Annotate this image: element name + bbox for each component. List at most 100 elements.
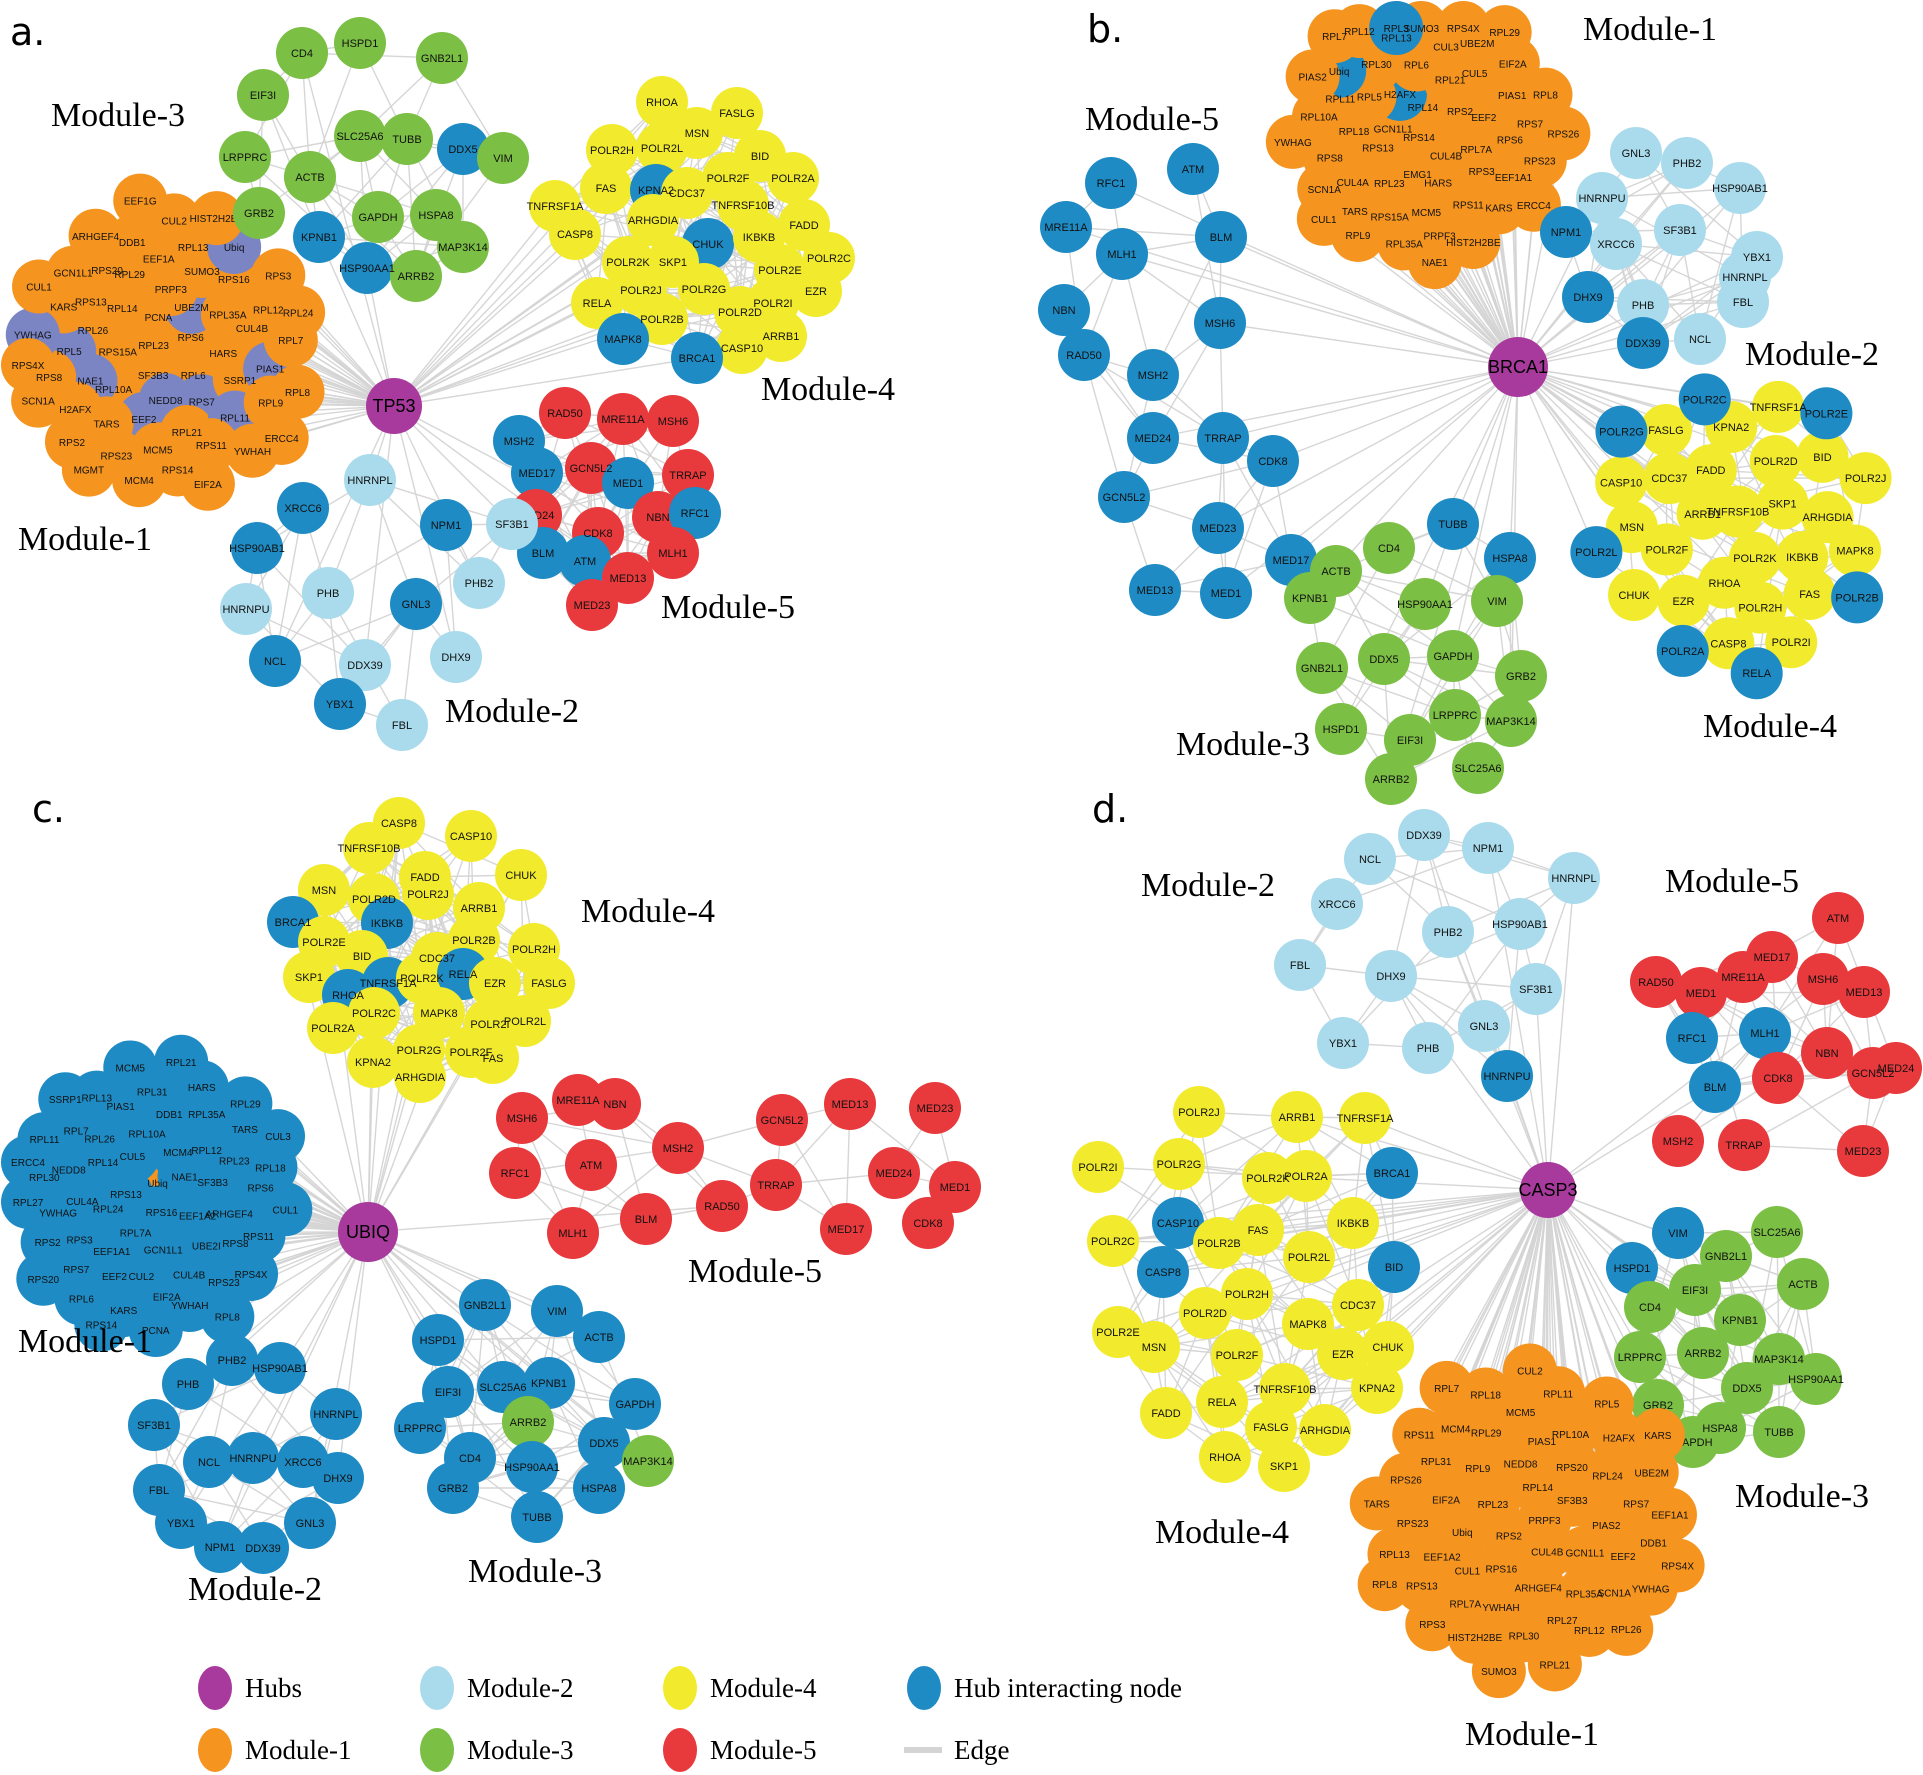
network-node: [620, 1193, 672, 1245]
node-label: RHOA: [1209, 1452, 1241, 1464]
legend-label: Hub interacting node: [954, 1673, 1182, 1703]
network-node: [1211, 1329, 1263, 1381]
node-label: LRPPRC: [398, 1423, 443, 1435]
node-label: FADD: [410, 872, 439, 884]
node-label: CUL4A: [1337, 178, 1370, 189]
node-label: POLR2E: [302, 937, 345, 949]
node-label: MAP3K14: [623, 1456, 673, 1468]
node-label: RPL5: [1594, 1400, 1619, 1411]
network-node: [1714, 1294, 1766, 1346]
network-node: [1570, 526, 1623, 579]
legend-swatch: [198, 1666, 232, 1710]
node-label: RPS20: [91, 266, 123, 277]
node-label: BRCA1: [275, 917, 312, 929]
module-label: Module-3: [51, 97, 185, 134]
node-label: CASP8: [381, 818, 417, 830]
node-label: TUBB: [1438, 519, 1467, 531]
network-node: [218, 1076, 273, 1131]
node-label: GCN1L1: [1565, 1549, 1604, 1560]
node-label: EIF3I: [250, 90, 276, 102]
network-node: [1140, 1387, 1192, 1439]
node-label: NPM1: [431, 520, 462, 532]
node-label: POLR2L: [504, 1016, 546, 1028]
node-label: GRB2: [438, 1483, 468, 1495]
node-label: GRB2: [1506, 671, 1536, 683]
node-label: MRE11A: [1721, 972, 1765, 984]
hub-edge: [367, 1051, 472, 1233]
network-node: [1751, 1206, 1803, 1258]
network-node: [162, 1358, 214, 1410]
node-label: RPL18: [255, 1163, 286, 1174]
network-node: [1765, 616, 1818, 669]
hub-edge: [1517, 366, 1670, 479]
node-label: RPS16: [146, 1208, 178, 1219]
network-node: [347, 1036, 399, 1088]
node-label: MRE11A: [1044, 222, 1088, 234]
hub-node: [366, 378, 422, 434]
node-label: CASP10: [1600, 477, 1642, 489]
module-label: Module-5: [688, 1253, 822, 1290]
node-label: YWHAH: [171, 1301, 208, 1312]
node-label: RPS8: [222, 1239, 249, 1250]
hub-edge: [1364, 1117, 1549, 1191]
network-node: [1595, 405, 1648, 458]
network-node: [314, 678, 366, 730]
network-node: [1258, 1440, 1310, 1492]
node-label: RPL26: [78, 326, 109, 337]
node-label: Ubiq: [147, 1179, 168, 1190]
node-label: RPL21: [1435, 76, 1466, 87]
node-label: EEF2: [102, 1272, 127, 1283]
network-node: [902, 1197, 954, 1249]
node-label: RPL30: [1509, 1631, 1540, 1642]
module-label: Module-5: [661, 589, 795, 626]
network-node: [1058, 329, 1110, 381]
network-node: [1282, 1298, 1334, 1350]
hub-edge: [1387, 1189, 1549, 1348]
network-node: [502, 1396, 554, 1448]
node-label: RPS6: [248, 1183, 275, 1194]
network-node: [1419, 1360, 1474, 1415]
network-node: [183, 1436, 235, 1488]
network-node: [1595, 456, 1648, 509]
module-cluster: VIM HSPD1 SLC25A6 GNB2L1 EIF3I ACTB CD4 KPNB1 AR…: [1606, 1206, 1844, 1468]
network-node: [1656, 624, 1709, 677]
network-node: [334, 110, 386, 162]
network-node: [1783, 567, 1836, 620]
network-node: [1179, 1287, 1231, 1339]
network-node: [1689, 1061, 1741, 1113]
node-label: EZR: [484, 978, 506, 990]
network-node: [1510, 963, 1562, 1015]
network-node: [1436, 1, 1491, 55]
node-label: SLC25A6: [479, 1382, 526, 1394]
node-label: KPNB1: [1292, 593, 1328, 605]
node-label: RPS7: [1623, 1500, 1650, 1511]
legend-label: Module-4: [710, 1673, 817, 1703]
edge: [244, 156, 368, 269]
node-label: MSH2: [663, 1143, 694, 1155]
module-cluster: RFC1 ATM MRE11A MLH1 BLM NBN MSH6 RAD50 MSH2 MED2…: [1038, 143, 1317, 619]
network-node: [1452, 742, 1504, 794]
node-label: RHOA: [1709, 578, 1741, 590]
node-label: TARS: [1364, 1499, 1390, 1510]
network-node: [523, 1357, 575, 1409]
node-label: HSP90AB1: [229, 543, 285, 555]
node-label: MED13: [832, 1099, 869, 1111]
network-node: [573, 1311, 625, 1363]
network-node: [1462, 822, 1514, 874]
node-label: CUL3: [265, 1132, 291, 1143]
node-label: UBE2M: [1634, 1468, 1668, 1479]
node-label: PIAS2: [1592, 1521, 1621, 1532]
node-label: PCNA: [145, 313, 173, 324]
hub-edge: [1445, 1189, 1549, 1389]
network-node: [394, 1402, 446, 1454]
node-label: SSRP1: [49, 1095, 82, 1106]
node-label: BLM: [1210, 232, 1233, 244]
node-label: NPM1: [1473, 843, 1504, 855]
network-node: [1714, 162, 1766, 214]
node-label: POLR2K: [1733, 553, 1777, 565]
node-label: MGMT: [74, 466, 105, 477]
node-label: POLR2D: [718, 307, 762, 319]
node-label: Ubiq: [1452, 1528, 1473, 1539]
node-label: IKBKB: [743, 232, 775, 244]
node-label: MED17: [519, 468, 556, 480]
